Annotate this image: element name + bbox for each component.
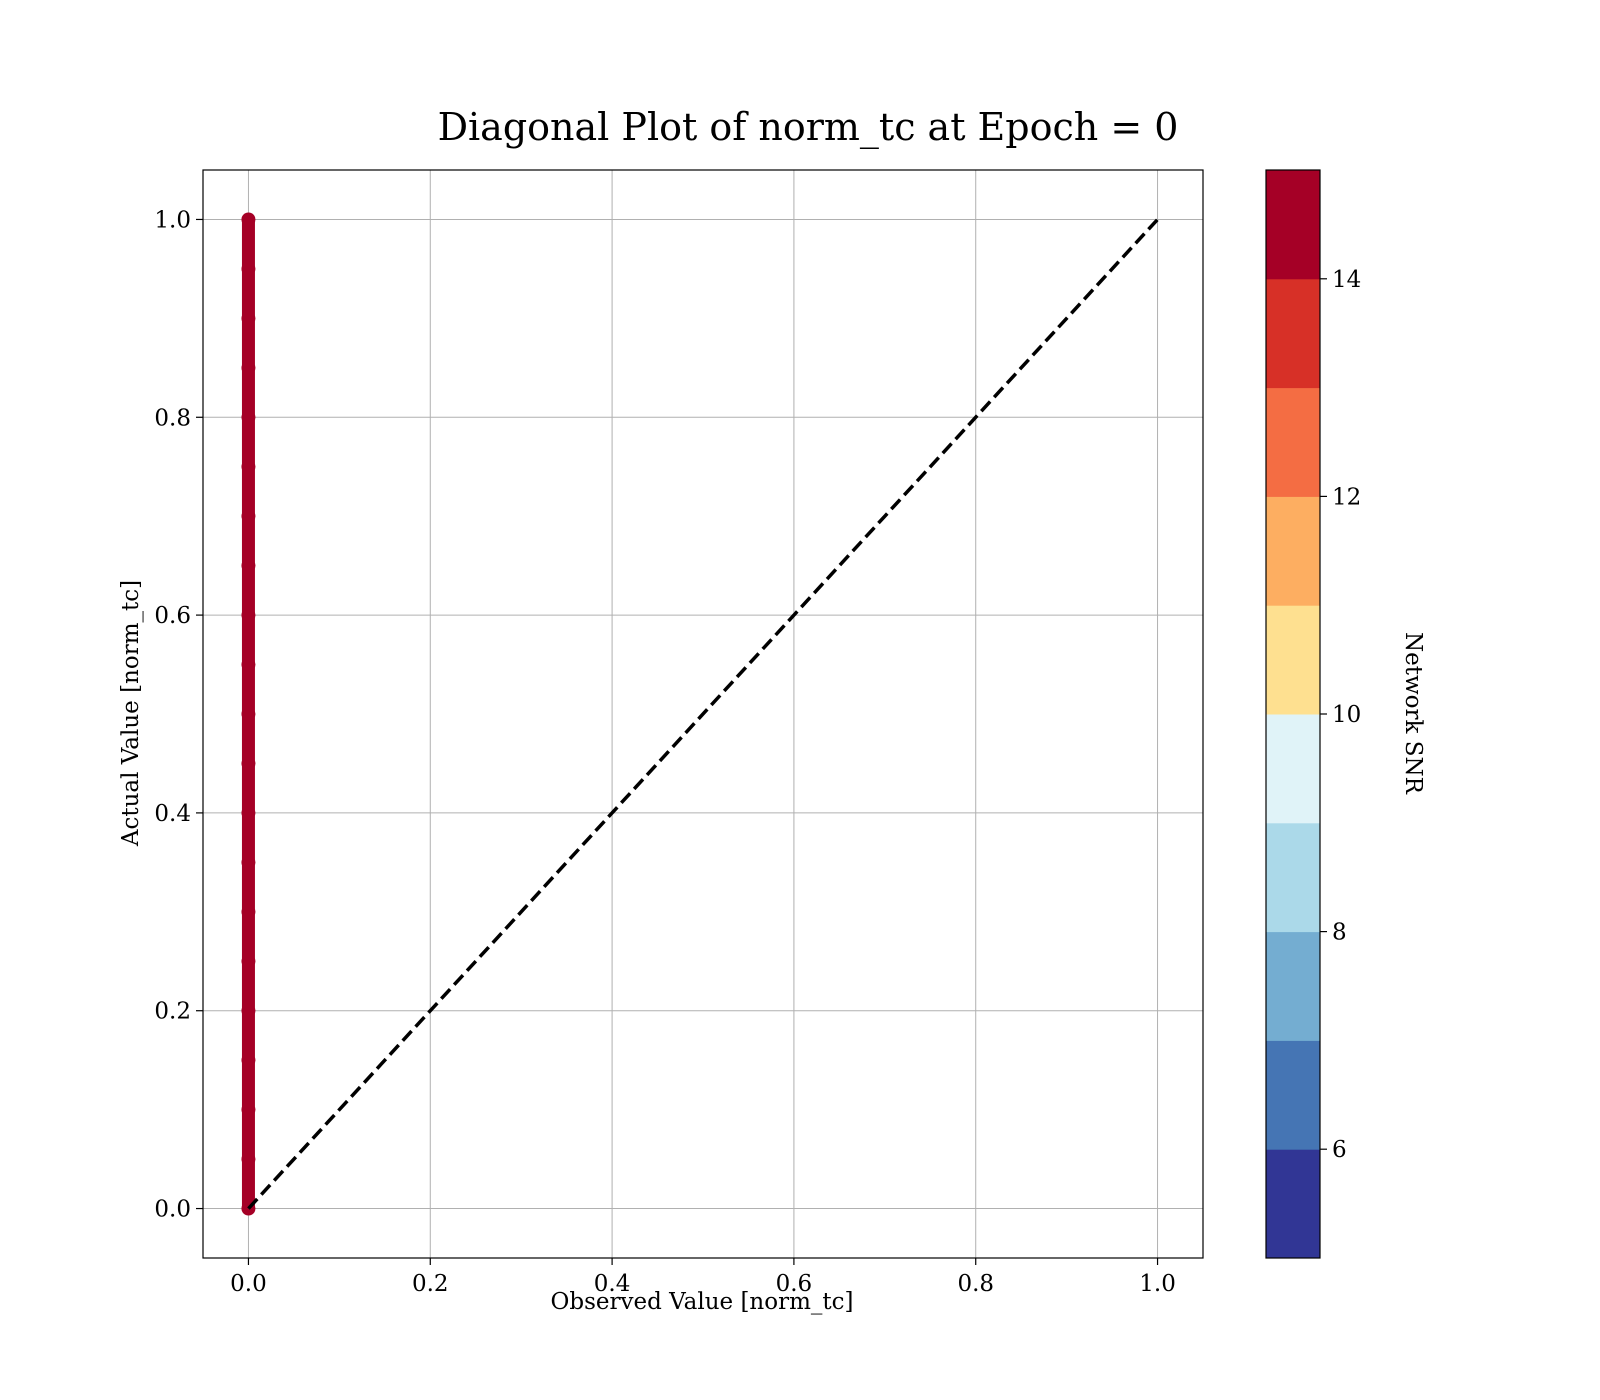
y-tick-label: 0.2	[154, 999, 191, 1025]
colorbar-tick-label: 8	[1332, 920, 1347, 946]
x-tick-label: 1.0	[1139, 1271, 1176, 1297]
colorbar-tick-label: 14	[1332, 267, 1361, 293]
colorbar-segment	[1266, 714, 1320, 824]
chart-title: Diagonal Plot of norm_tc at Epoch = 0	[438, 105, 1179, 150]
colorbar-segment	[1266, 605, 1320, 715]
plot-area: 0.0 0.2 0.4 0.6 0.8 1.0 0.0 0.2 0.4 0.6 0.8 1.0	[154, 169, 1204, 1297]
x-tick-label: 0.0	[230, 1271, 267, 1297]
x-tick-label: 0.6	[776, 1271, 813, 1297]
colorbar-segment	[1266, 1149, 1320, 1259]
colorbar-label: Network SNR	[1400, 632, 1426, 795]
colorbar-segment	[1266, 1040, 1320, 1150]
x-tick-label: 0.2	[412, 1271, 449, 1297]
colorbar-tick-label: 10	[1332, 702, 1361, 728]
colorbar-segment	[1266, 822, 1320, 933]
y-tick-label: 0.0	[154, 1197, 191, 1223]
colorbar-segment	[1266, 496, 1320, 606]
x-tick-label: 0.4	[594, 1271, 631, 1297]
colorbar-tick-label: 6	[1332, 1137, 1347, 1163]
colorbar-segment	[1266, 170, 1320, 280]
x-tick-label: 0.8	[957, 1271, 994, 1297]
y-tick-label: 0.8	[154, 405, 191, 431]
plot-frame	[202, 169, 1204, 1259]
colorbar-segment	[1266, 278, 1320, 389]
y-tick-label: 1.0	[154, 207, 191, 233]
y-tick-label: 0.4	[154, 801, 191, 827]
y-tick-label: 0.6	[154, 603, 191, 629]
y-axis-label: Actual Value [norm_tc]	[118, 580, 144, 847]
colorbar-tick-label: 12	[1332, 484, 1361, 510]
reference-line	[247, 218, 1159, 1210]
x-axis-label: Observed Value [norm_tc]	[551, 1289, 854, 1315]
colorbar-segment	[1266, 387, 1320, 497]
colorbar: 6 8 10 12 14	[1265, 169, 1361, 1259]
colorbar-segment	[1266, 931, 1320, 1041]
